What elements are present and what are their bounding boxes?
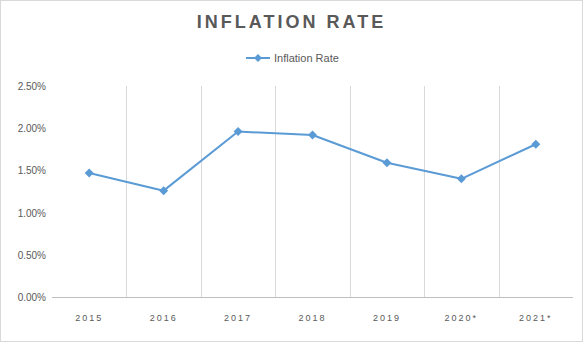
chart: INFLATION RATE Inflation Rate 0.00% 0.50% 1.… [0, 0, 583, 342]
x-axis-line [52, 297, 573, 298]
x-tick-label: 2015 [75, 313, 103, 323]
y-tick-label: 0.00% [18, 292, 46, 303]
grid-line [126, 86, 127, 297]
series-line [89, 132, 536, 191]
y-tick-label: 2.00% [18, 123, 46, 134]
chart-title: INFLATION RATE [197, 12, 386, 32]
grid-line [499, 86, 500, 297]
y-tick-label: 2.50% [18, 81, 46, 92]
data-point [234, 127, 243, 136]
legend-label: Inflation Rate [274, 52, 339, 64]
x-tick-label: 2020* [445, 313, 479, 323]
grid-line [275, 86, 276, 297]
y-tick-label: 0.50% [18, 250, 46, 261]
x-tick-label: 2016 [150, 313, 178, 323]
data-point [85, 168, 94, 177]
x-tick-label: 2018 [298, 313, 326, 323]
data-point [159, 186, 168, 195]
grid-line [201, 86, 202, 297]
data-point [308, 130, 317, 139]
data-point [531, 140, 540, 149]
grid-line [424, 86, 425, 297]
chart-container: INFLATION RATE Inflation Rate 0.00% 0.50% 1.… [0, 0, 583, 342]
y-tick-label: 1.00% [18, 208, 46, 219]
chart-frame [1, 1, 583, 342]
legend-marker [254, 54, 262, 62]
x-tick-label: 2021* [519, 313, 553, 323]
x-tick-label: 2017 [224, 313, 252, 323]
x-tick-label: 2019 [373, 313, 401, 323]
data-point [382, 158, 391, 167]
y-tick-label: 1.50% [18, 165, 46, 176]
data-point [457, 174, 466, 183]
grid-line [350, 86, 351, 297]
plot-area [85, 127, 541, 195]
